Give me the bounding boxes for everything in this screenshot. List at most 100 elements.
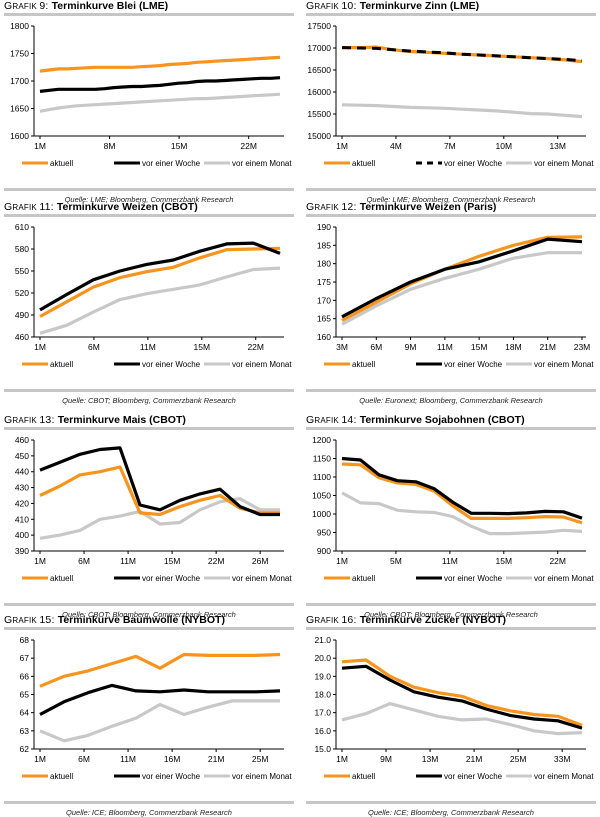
chart-number-label: GRAFIK 15: bbox=[4, 614, 58, 626]
series-line-aktuell bbox=[39, 55, 281, 73]
y-tick-label: 16500 bbox=[307, 65, 331, 75]
x-tick-label: 13M bbox=[549, 141, 566, 151]
chart-panel-g16: GRAFIK 16: Terminkurve Zucker (NYBOT) 15.… bbox=[306, 614, 596, 817]
x-tick-label: 6M bbox=[370, 342, 382, 352]
y-tick-label: 1150 bbox=[313, 454, 332, 464]
line-chart: 390 400 410 420 430 440 450 460 1M 6M 11M 15M 22M 26M… bbox=[15, 435, 293, 583]
y-tick-label: 420 bbox=[15, 498, 29, 508]
y-tick-label: 170 bbox=[317, 295, 331, 305]
chart-title-text: Terminkurve Mais (CBOT) bbox=[57, 414, 186, 426]
footer-rule bbox=[306, 603, 596, 606]
legend-label-aktuell: aktuell bbox=[352, 574, 375, 583]
legend-label-monat: vor einem Monat bbox=[232, 159, 292, 168]
chart-number-label: GRAFIK 13: bbox=[4, 414, 58, 426]
y-tick-label: 1600 bbox=[10, 131, 29, 141]
x-tick-label: 10M bbox=[496, 141, 513, 151]
y-tick-label: 17.0 bbox=[314, 708, 331, 718]
y-tick-label: 1650 bbox=[10, 104, 29, 114]
x-tick-label: 22M bbox=[247, 342, 264, 352]
chart-title-text: Terminkurve Weizen (CBOT) bbox=[56, 201, 198, 213]
y-tick-label: 490 bbox=[15, 310, 29, 320]
legend-label-monat: vor einem Monat bbox=[534, 772, 594, 781]
legend-label-woche: vor einer Woche bbox=[444, 159, 503, 168]
y-tick-label: 175 bbox=[317, 277, 331, 287]
x-tick-label: 16M bbox=[164, 754, 181, 764]
series-line-woche bbox=[39, 76, 281, 93]
y-tick-label: 1050 bbox=[312, 491, 331, 501]
chart-source: Quelle: CBOT; Bloomberg, Commerzbank Res… bbox=[364, 610, 538, 619]
x-tick-label: 1M bbox=[336, 556, 348, 566]
chart-panel-g9: GRAFIK 9: Terminkurve Blei (LME) 1600 1650… bbox=[4, 0, 294, 204]
footer-rule bbox=[4, 603, 294, 606]
footer-rule bbox=[4, 801, 294, 804]
series-line-monat bbox=[39, 266, 281, 335]
y-tick-label: 185 bbox=[317, 240, 331, 250]
chart-title: GRAFIK 14: Terminkurve Sojabohnen (CBOT) bbox=[306, 414, 596, 427]
chart-title-text: Terminkurve Blei (LME) bbox=[51, 0, 169, 12]
footer-rule bbox=[4, 389, 294, 392]
chart-source: Quelle: ICE; Bloomberg, Commerzbank Rese… bbox=[66, 808, 232, 817]
series-line-aktuell bbox=[341, 235, 583, 322]
chart-panel-g14: GRAFIK 14: Terminkurve Sojabohnen (CBOT)… bbox=[306, 414, 596, 619]
series-line-aktuell bbox=[39, 652, 281, 688]
title-rule bbox=[306, 627, 596, 630]
chart-number-label: GRAFIK 11: bbox=[4, 201, 57, 213]
line-chart: 15.0 16.0 17.0 18.0 19.0 20.0 21.0 1M 9M 13M 21M 25… bbox=[314, 635, 594, 781]
x-tick-label: 15M bbox=[164, 556, 181, 566]
title-rule bbox=[306, 13, 596, 16]
x-tick-label: 15M bbox=[496, 556, 513, 566]
y-tick-label: 950 bbox=[317, 528, 331, 538]
y-tick-label: 16.0 bbox=[314, 726, 331, 736]
x-tick-label: 21M bbox=[208, 754, 225, 764]
series-line-woche bbox=[39, 241, 281, 312]
x-tick-label: 1M bbox=[34, 141, 46, 151]
legend-label-woche: vor einer Woche bbox=[444, 772, 503, 781]
y-tick-label: 450 bbox=[15, 451, 29, 461]
y-tick-label: 1200 bbox=[312, 435, 331, 445]
x-tick-label: 18M bbox=[505, 342, 522, 352]
x-tick-label: 25M bbox=[252, 754, 269, 764]
y-tick-label: 610 bbox=[15, 222, 29, 232]
y-tick-label: 1700 bbox=[10, 76, 29, 86]
y-tick-label: 400 bbox=[15, 530, 29, 540]
line-chart: 1600 1650 1700 1750 1800 1M 8M 15M 22M aktuell vor… bbox=[10, 21, 292, 168]
x-tick-label: 1M bbox=[336, 141, 348, 151]
series-line-aktuell bbox=[341, 658, 583, 727]
legend-label-monat: vor einem Monat bbox=[534, 360, 594, 369]
y-tick-label: 550 bbox=[15, 266, 29, 276]
chart-number-label: GRAFIK 9: bbox=[4, 0, 52, 12]
chart-title: GRAFIK 16: Terminkurve Zucker (NYBOT) bbox=[306, 614, 596, 627]
title-rule bbox=[4, 13, 294, 16]
y-tick-label: 17000 bbox=[307, 43, 331, 53]
y-tick-label: 410 bbox=[15, 514, 29, 524]
legend-label-monat: vor einem Monat bbox=[232, 772, 292, 781]
chart-title: GRAFIK 15: Terminkurve Baumwolle (NYBOT) bbox=[4, 614, 294, 627]
y-tick-label: 160 bbox=[317, 332, 331, 342]
chart-title-text: Terminkurve Zinn (LME) bbox=[359, 0, 480, 12]
chart-number-label: GRAFIK 12: bbox=[306, 201, 360, 213]
y-tick-label: 62 bbox=[20, 744, 30, 754]
legend-label-monat: vor einem Monat bbox=[232, 574, 292, 583]
legend-label-aktuell: aktuell bbox=[50, 574, 73, 583]
x-tick-label: 8M bbox=[104, 141, 116, 151]
series-line-aktuell bbox=[341, 462, 583, 525]
legend-label-monat: vor einem Monat bbox=[534, 574, 594, 583]
y-tick-label: 64 bbox=[20, 708, 30, 718]
x-tick-label: 1M bbox=[34, 754, 46, 764]
y-tick-label: 15000 bbox=[307, 131, 331, 141]
title-rule bbox=[4, 427, 294, 430]
chart-title-text: Terminkurve Weizen (Paris) bbox=[359, 201, 497, 213]
chart-panel-g13: GRAFIK 13: Terminkurve Mais (CBOT) 390 400… bbox=[4, 414, 294, 619]
series-line-woche bbox=[39, 446, 280, 517]
x-tick-label: 33M bbox=[554, 754, 571, 764]
legend-label-aktuell: aktuell bbox=[50, 360, 73, 369]
x-tick-label: 15M bbox=[471, 342, 488, 352]
x-tick-label: 11M bbox=[442, 556, 458, 566]
footer-rule bbox=[306, 801, 596, 804]
chart-source: Quelle: ICE; Bloomberg, Commerzbank Rese… bbox=[368, 808, 534, 817]
x-tick-label: 15M bbox=[194, 342, 211, 352]
y-tick-label: 19.0 bbox=[314, 671, 331, 681]
y-tick-label: 18.0 bbox=[314, 690, 331, 700]
series-line-aktuell bbox=[39, 246, 281, 318]
chart-title-text: Terminkurve Zucker (NYBOT) bbox=[359, 614, 506, 626]
